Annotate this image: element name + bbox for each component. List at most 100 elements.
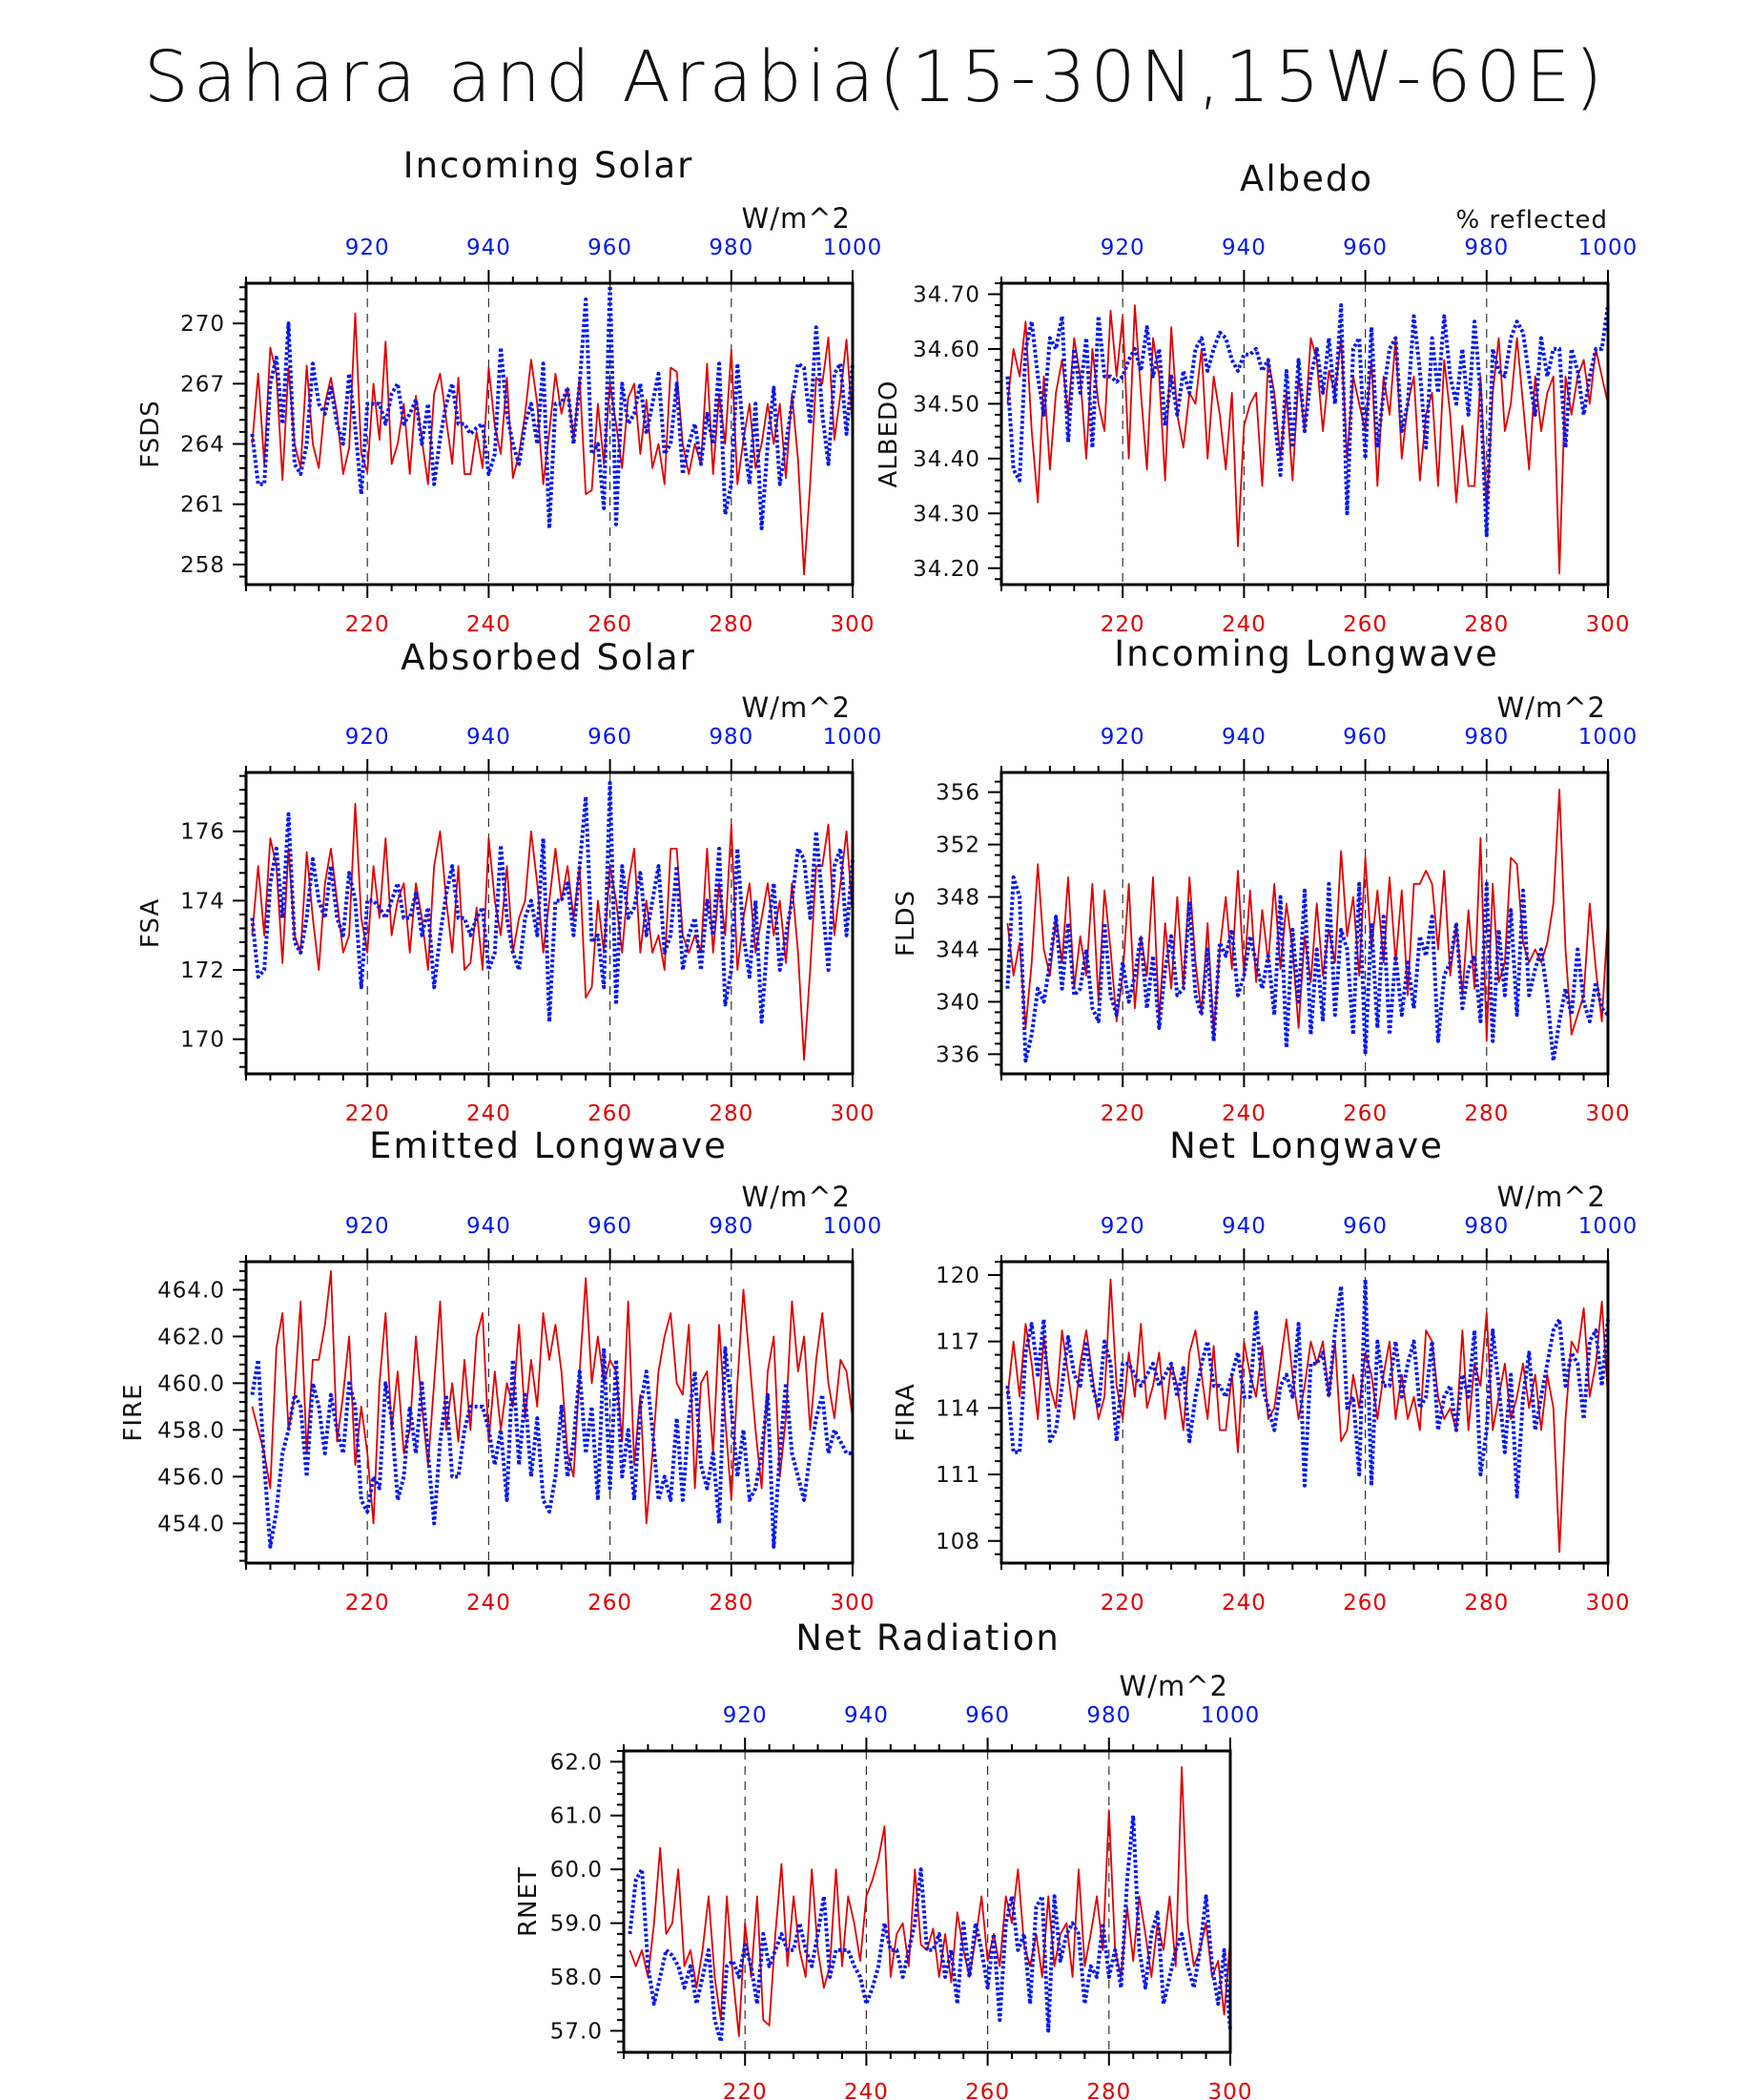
- plot-frame: [244, 1260, 855, 1565]
- panel-title-incoming-solar: Incoming Solar: [402, 145, 694, 186]
- y-axis-label: FIRE: [119, 1383, 148, 1441]
- x-tick-label: 280: [1086, 2080, 1131, 2100]
- x-tick-label: 300: [1586, 1591, 1631, 1616]
- x-tick-label: 260: [587, 1591, 632, 1616]
- chart-fira: FIRA: [892, 1248, 1610, 1576]
- series-line-bottom-axis: [628, 1766, 1231, 2038]
- x-tick-label: 220: [345, 1591, 390, 1616]
- y-tick-label: 348: [936, 886, 980, 911]
- y-tick-label: 174: [180, 889, 225, 914]
- panel-title-incoming-longwave: Incoming Longwave: [1114, 633, 1499, 674]
- figure-title: Sahara and Arabia(15-30N,15W-60E): [143, 36, 1608, 118]
- x-tick-label: 260: [1343, 1101, 1388, 1126]
- y-tick-label: 267: [180, 372, 225, 397]
- chart-albedo: ALBEDO: [875, 270, 1610, 598]
- x2-tick-label: 1000: [823, 236, 883, 260]
- series-line-top-axis: [628, 1813, 1232, 2044]
- y-tick-label: 454.0: [157, 1512, 225, 1536]
- x-tick-label: 260: [965, 2080, 1010, 2100]
- x2-tick-label: 980: [1464, 1214, 1509, 1239]
- x2-tick-label: 1000: [823, 725, 883, 750]
- x2-tick-label: 960: [1343, 236, 1388, 260]
- x-tick-label: 280: [1464, 612, 1509, 637]
- y-tick-label: 111: [936, 1463, 980, 1488]
- series-line-top-axis: [250, 281, 855, 530]
- y-tick-label: 34.20: [913, 557, 980, 582]
- y-tick-label: 58.0: [550, 1966, 603, 1990]
- x-tick-label: 300: [831, 1101, 876, 1126]
- x2-tick-label: 940: [1222, 725, 1267, 750]
- y-tick-label: 344: [936, 937, 980, 962]
- x-tick-label: 260: [1343, 612, 1388, 637]
- y-axis-label: ALBEDO: [875, 380, 903, 487]
- x-tick-label: 260: [1343, 1591, 1388, 1616]
- y-tick-label: 62.0: [550, 1750, 603, 1775]
- top-axis-units: W/m^2: [1497, 691, 1606, 724]
- plot-frame: [999, 1260, 1610, 1565]
- x2-tick-label: 980: [1464, 236, 1509, 260]
- x-tick-label: 280: [709, 1591, 753, 1616]
- series-line-bottom-axis: [251, 1269, 854, 1525]
- series-line-bottom-axis: [1006, 1278, 1609, 1554]
- y-axis-label: RNET: [514, 1866, 543, 1937]
- y-tick-label: 34.70: [913, 282, 980, 307]
- x2-tick-label: 920: [1101, 725, 1145, 750]
- x-tick-label: 220: [345, 612, 390, 637]
- x-tick-label: 280: [709, 612, 753, 637]
- panel-title-net-longwave: Net Longwave: [1169, 1125, 1444, 1166]
- x-tick-label: 280: [1464, 1591, 1509, 1616]
- x-tick-label: 240: [466, 612, 511, 637]
- plot-frame: [999, 771, 1610, 1076]
- top-axis-units: W/m^2: [1120, 1670, 1228, 1702]
- x-tick-label: 280: [1464, 1101, 1509, 1126]
- x2-tick-label: 960: [1343, 725, 1388, 750]
- x2-tick-label: 960: [587, 1214, 632, 1239]
- x-tick-label: 220: [1101, 612, 1145, 637]
- y-tick-label: 464.0: [157, 1278, 225, 1303]
- y-tick-label: 340: [936, 990, 980, 1015]
- chart-fire: FIRE: [119, 1248, 855, 1576]
- x-tick-label: 240: [466, 1591, 511, 1616]
- y-tick-label: 270: [180, 312, 225, 337]
- top-axis-units: W/m^2: [742, 202, 851, 235]
- top-axis-units: W/m^2: [742, 1181, 851, 1213]
- plot-frame: [244, 281, 855, 587]
- y-tick-label: 60.0: [550, 1858, 603, 1883]
- x2-tick-label: 920: [1101, 236, 1145, 260]
- x2-tick-label: 1000: [1578, 1214, 1638, 1239]
- x2-tick-label: 1000: [1578, 725, 1638, 750]
- panel-title-emitted-longwave: Emitted Longwave: [369, 1125, 728, 1166]
- y-axis-label: FSDS: [136, 400, 165, 468]
- x2-tick-label: 1000: [1201, 1703, 1261, 1728]
- y-tick-label: 120: [936, 1264, 980, 1288]
- x2-tick-label: 960: [587, 236, 632, 260]
- x-tick-label: 220: [1101, 1591, 1145, 1616]
- chart-flds: FLDS: [892, 759, 1610, 1087]
- x2-tick-label: 1000: [1578, 236, 1638, 260]
- y-tick-label: 336: [936, 1042, 980, 1067]
- y-tick-label: 356: [936, 781, 980, 806]
- y-axis-label: FLDS: [892, 890, 920, 957]
- top-axis-units: % reflected: [1456, 206, 1608, 235]
- top-axis-units: W/m^2: [1497, 1181, 1606, 1213]
- x2-tick-label: 980: [709, 236, 753, 260]
- x-tick-label: 300: [831, 612, 876, 637]
- x-tick-label: 300: [831, 1591, 876, 1616]
- x-tick-label: 300: [1586, 1101, 1631, 1126]
- y-tick-label: 458.0: [157, 1418, 225, 1443]
- y-tick-label: 264: [180, 433, 225, 458]
- x2-tick-label: 920: [345, 725, 390, 750]
- series-line-top-axis: [250, 780, 855, 1024]
- x2-tick-label: 920: [723, 1703, 768, 1728]
- y-tick-label: 352: [936, 834, 980, 858]
- x2-tick-label: 920: [1101, 1214, 1145, 1239]
- y-tick-label: 460.0: [157, 1371, 225, 1396]
- x2-tick-label: 940: [466, 1214, 511, 1239]
- y-tick-label: 34.30: [913, 502, 980, 526]
- x2-tick-label: 940: [844, 1703, 889, 1728]
- x-tick-label: 220: [723, 2080, 768, 2100]
- chart-fsa: FSA: [136, 759, 855, 1087]
- x-tick-label: 240: [1222, 1101, 1267, 1126]
- x-tick-label: 260: [587, 1101, 632, 1126]
